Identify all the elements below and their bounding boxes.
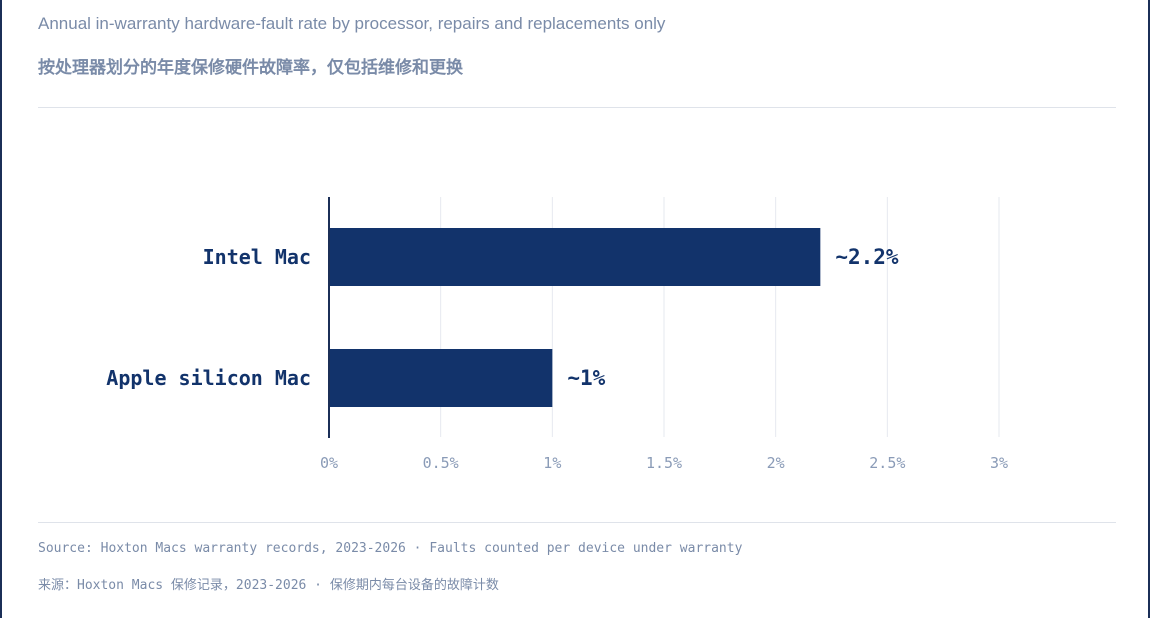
category-label: Intel Mac: [203, 245, 311, 269]
chart-title-chinese: 按处理器划分的年度保修硬件故障率，仅包括维修和更换: [38, 58, 463, 78]
x-tick-label: 2.5%: [869, 454, 905, 472]
bar: [329, 228, 821, 286]
header-divider: [38, 107, 1116, 108]
x-tick-label: 2%: [767, 454, 785, 472]
data-label: ~2.2%: [835, 245, 899, 269]
data-label: ~1%: [567, 366, 605, 390]
x-tick-label: 3%: [990, 454, 1008, 472]
x-tick-label: 0.5%: [423, 454, 459, 472]
x-tick-label: 1.5%: [646, 454, 682, 472]
bar: [329, 349, 553, 407]
chart-title: Annual in-warranty hardware-fault rate b…: [38, 14, 666, 33]
x-tick-label: 0%: [320, 454, 338, 472]
source-note: Source: Hoxton Macs warranty records, 20…: [38, 541, 743, 556]
footer-divider: [38, 522, 1116, 523]
category-label: Apple silicon Mac: [106, 366, 311, 390]
source-note-chinese: 来源：Hoxton Macs 保修记录，2023-2026 · 保修期内每台设备…: [38, 578, 499, 593]
x-tick-label: 1%: [543, 454, 561, 472]
